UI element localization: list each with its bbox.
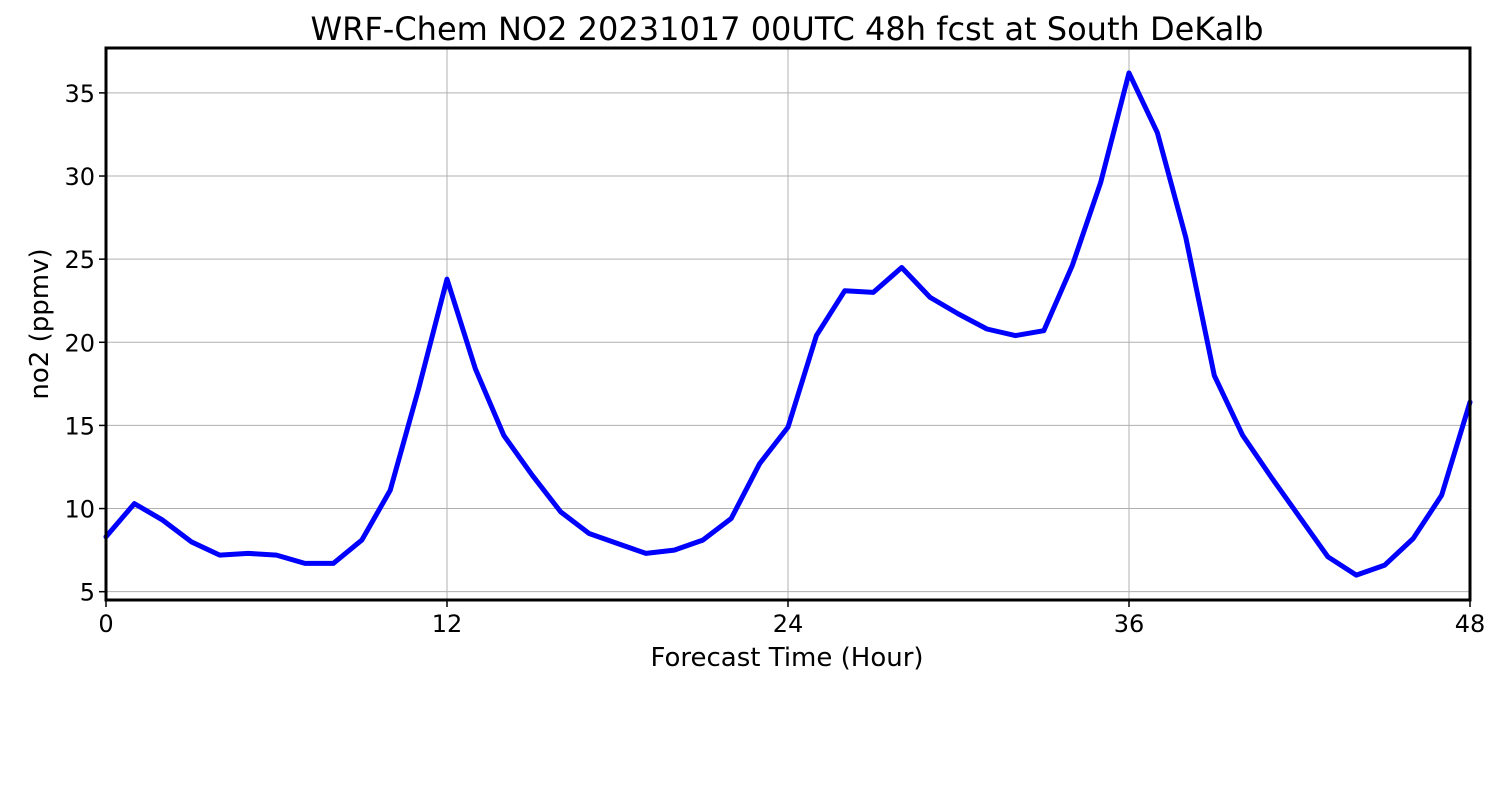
y-tick-label: 20 <box>64 329 95 357</box>
y-tick-label: 10 <box>64 496 95 524</box>
x-tick-label: 36 <box>1114 610 1145 638</box>
x-axis-label: Forecast Time (Hour) <box>650 643 923 673</box>
y-tick-label: 35 <box>64 80 95 108</box>
x-tick-label: 48 <box>1455 610 1486 638</box>
chart-title: WRF-Chem NO2 20231017 00UTC 48h fcst at … <box>311 10 1264 48</box>
y-axis-label: no2 (ppmv) <box>25 248 55 399</box>
axis-ticks: 0 12 24 36 48 5 10 15 20 25 30 35 <box>64 80 1485 638</box>
grid <box>105 48 1471 600</box>
y-tick-label: 15 <box>64 412 95 440</box>
y-tick-label: 5 <box>80 579 95 607</box>
x-tick-label: 0 <box>98 610 113 638</box>
series-line-no2 <box>103 70 1473 578</box>
y-tick-label: 30 <box>64 163 95 191</box>
x-tick-label: 12 <box>432 610 463 638</box>
y-tick-label: 25 <box>64 246 95 274</box>
x-tick-label: 24 <box>773 610 804 638</box>
